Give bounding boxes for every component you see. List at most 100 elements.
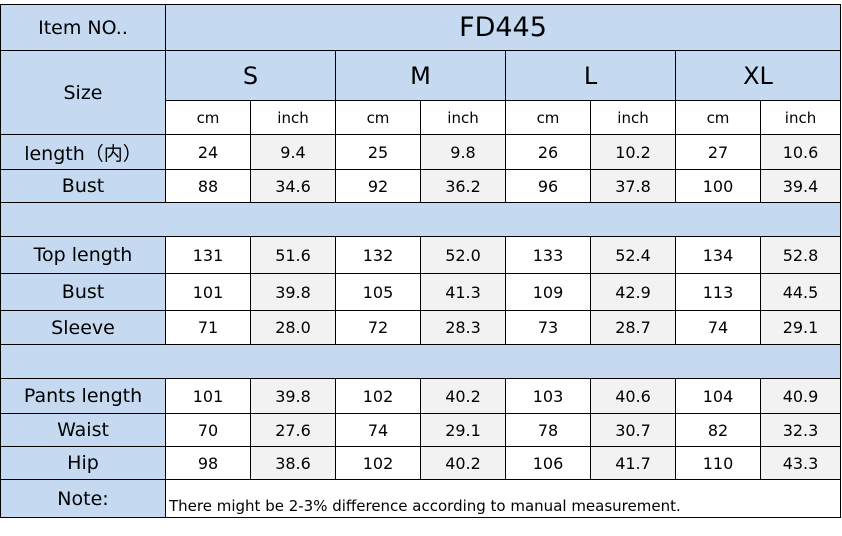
- measurement-cell: 9.4: [250, 134, 336, 170]
- measurement-cell: 34.6: [250, 169, 336, 203]
- measurement-cell: 36.2: [420, 169, 506, 203]
- measurement-cell: 40.2: [420, 378, 506, 414]
- measurement-row: Sleeve 71 28.0 72 28.3 73 28.7 74 29.1: [0, 310, 841, 345]
- measurement-cell: 92: [335, 169, 421, 203]
- measurement-cell: 32.3: [760, 413, 841, 447]
- measurement-cell: 101: [165, 378, 251, 414]
- measurement-label: Top length: [0, 236, 166, 274]
- measurement-cell: 73: [505, 310, 591, 345]
- size-row: Size S M L XL: [0, 50, 841, 135]
- measurement-cell: 74: [675, 310, 761, 345]
- measurement-cell: 27: [675, 134, 761, 170]
- measurement-cell: 88: [165, 169, 251, 203]
- measurement-cell: 28.0: [250, 310, 336, 345]
- measurement-cell: 110: [675, 446, 761, 480]
- note-text: There might be 2-3% difference according…: [165, 479, 841, 518]
- note-label: Note:: [0, 479, 166, 518]
- measurement-cell: 103: [505, 378, 591, 414]
- measurement-cell: 43.3: [760, 446, 841, 480]
- measurement-cell: 131: [165, 236, 251, 274]
- measurement-cell: 24: [165, 134, 251, 170]
- measurement-row: Bust 101 39.8 105 41.3 109 42.9 113 44.5: [0, 273, 841, 311]
- measurement-row: length（内） 24 9.4 25 9.8 26 10.2 27 10.6: [0, 134, 841, 170]
- measurement-label: Bust: [0, 169, 166, 203]
- item-no-label: Item NO..: [0, 4, 166, 51]
- measurement-cell: 70: [165, 413, 251, 447]
- measurement-cell: 96: [505, 169, 591, 203]
- measurement-cell: 39.8: [250, 378, 336, 414]
- measurement-cell: 10.2: [590, 134, 676, 170]
- section-separator-row: [0, 344, 841, 379]
- measurement-row: Bust 88 34.6 92 36.2 96 37.8 100 39.4: [0, 169, 841, 203]
- note-row: Note: There might be 2-3% difference acco…: [0, 479, 841, 518]
- measurement-cell: 9.8: [420, 134, 506, 170]
- measurement-cell: 105: [335, 273, 421, 311]
- measurement-cell: 42.9: [590, 273, 676, 311]
- measurement-cell: 44.5: [760, 273, 841, 311]
- measurement-cell: 102: [335, 378, 421, 414]
- size-xl-header: XL: [675, 50, 841, 101]
- measurement-row: Hip 98 38.6 102 40.2 106 41.7 110 43.3: [0, 446, 841, 480]
- measurement-label: Sleeve: [0, 310, 166, 345]
- measurement-label: Bust: [0, 273, 166, 311]
- measurement-cell: 71: [165, 310, 251, 345]
- measurement-cell: 52.0: [420, 236, 506, 274]
- measurement-label: Waist: [0, 413, 166, 447]
- measurement-cell: 30.7: [590, 413, 676, 447]
- measurement-cell: 74: [335, 413, 421, 447]
- measurement-cell: 133: [505, 236, 591, 274]
- measurement-cell: 26: [505, 134, 591, 170]
- measurement-cell: 52.4: [590, 236, 676, 274]
- unit-inch: inch: [250, 100, 336, 135]
- measurement-cell: 39.8: [250, 273, 336, 311]
- measurement-label: Pants length: [0, 378, 166, 414]
- measurement-cell: 82: [675, 413, 761, 447]
- measurement-cell: 101: [165, 273, 251, 311]
- measurement-cell: 100: [675, 169, 761, 203]
- measurement-cell: 40.6: [590, 378, 676, 414]
- measurement-cell: 72: [335, 310, 421, 345]
- measurement-row: Top length 131 51.6 132 52.0 133 52.4 134 52.8: [0, 236, 841, 274]
- measurement-cell: 40.9: [760, 378, 841, 414]
- section-separator: [0, 202, 841, 237]
- measurement-cell: 134: [675, 236, 761, 274]
- measurement-cell: 52.8: [760, 236, 841, 274]
- unit-cm: cm: [675, 100, 761, 135]
- measurement-cell: 109: [505, 273, 591, 311]
- measurement-cell: 78: [505, 413, 591, 447]
- unit-inch: inch: [420, 100, 506, 135]
- measurement-cell: 104: [675, 378, 761, 414]
- section-separator-row: [0, 202, 841, 237]
- measurement-cell: 41.3: [420, 273, 506, 311]
- measurement-cell: 98: [165, 446, 251, 480]
- unit-cm: cm: [505, 100, 591, 135]
- measurement-cell: 25: [335, 134, 421, 170]
- measurement-row: Pants length 101 39.8 102 40.2 103 40.6 104 40.9: [0, 378, 841, 414]
- section-separator: [0, 344, 841, 379]
- unit-row: cm inch cm inch cm inch cm inch: [1, 100, 841, 135]
- measurement-cell: 132: [335, 236, 421, 274]
- unit-inch: inch: [590, 100, 676, 135]
- measurement-cell: 41.7: [590, 446, 676, 480]
- measurement-cell: 37.8: [590, 169, 676, 203]
- measurement-cell: 29.1: [760, 310, 841, 345]
- unit-inch: inch: [760, 100, 841, 135]
- measurement-cell: 102: [335, 446, 421, 480]
- measurement-cell: 29.1: [420, 413, 506, 447]
- measurement-cell: 10.6: [760, 134, 841, 170]
- measurement-cell: 106: [505, 446, 591, 480]
- measurement-cell: 28.3: [420, 310, 506, 345]
- measurement-cell: 27.6: [250, 413, 336, 447]
- measurement-label: length（内）: [0, 134, 166, 170]
- size-chart-table: Item NO.. FD445 Size S M L XL cm inch cm…: [0, 4, 841, 518]
- measurement-cell: 28.7: [590, 310, 676, 345]
- item-no-value: FD445: [165, 4, 841, 51]
- size-l-header: L: [505, 50, 676, 101]
- measurement-row: Waist 70 27.6 74 29.1 78 30.7 82 32.3: [0, 413, 841, 447]
- unit-cm: cm: [165, 100, 251, 135]
- size-m-header: M: [335, 50, 506, 101]
- unit-cm: cm: [335, 100, 421, 135]
- item-row: Item NO.. FD445: [0, 4, 841, 51]
- measurement-cell: 38.6: [250, 446, 336, 480]
- measurement-cell: 40.2: [420, 446, 506, 480]
